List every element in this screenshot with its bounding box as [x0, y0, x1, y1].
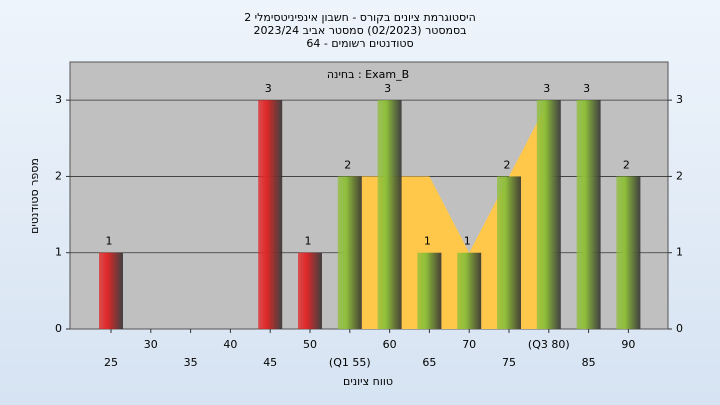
data-label: 3 [583, 82, 590, 95]
data-label: 3 [543, 82, 550, 95]
y-tick-label: 0 [676, 322, 683, 335]
data-label: 3 [384, 82, 391, 95]
x-axis-title: טווח ציונים [343, 375, 393, 388]
y-tick-label: 3 [55, 93, 62, 106]
data-label: 3 [265, 82, 272, 95]
x-tick-label: 25 [104, 356, 118, 369]
x-tick-label: 60 [383, 338, 397, 351]
x-tick-label: (Q1 55) [329, 356, 371, 369]
annotation: בחינה : Exam_B [327, 68, 409, 81]
y-tick-label: 3 [676, 93, 683, 106]
chart-title: היסטוגרמת ציונים בקורס - חשבון אינפיניטס… [244, 11, 476, 24]
x-tick-label: 30 [144, 338, 158, 351]
bar [99, 252, 123, 329]
data-label: 2 [344, 158, 351, 171]
x-tick-label: 70 [462, 338, 476, 351]
x-tick-label: 90 [621, 338, 635, 351]
bar [337, 176, 362, 329]
data-label: 2 [623, 158, 630, 171]
bar [457, 252, 482, 329]
y-tick-label: 2 [55, 169, 62, 182]
y-tick-label: 0 [55, 322, 62, 335]
data-label: 1 [106, 235, 113, 248]
bar [258, 100, 283, 330]
x-tick-label: 75 [502, 356, 516, 369]
chart-subtitle: בסמסטר (02/2023) סמסטר אביב 2023/24 [253, 24, 466, 37]
bar [497, 176, 521, 329]
bar [616, 176, 641, 329]
data-label: 2 [504, 158, 511, 171]
data-label: 1 [464, 235, 471, 248]
y-tick-label: 1 [55, 246, 62, 259]
y-axis-title: מספר סטודנטים [28, 158, 41, 234]
y-tick-label: 1 [676, 246, 683, 259]
x-tick-label: 40 [223, 338, 237, 351]
data-label: 1 [305, 235, 312, 248]
x-tick-label: 65 [422, 356, 436, 369]
data-label: 1 [424, 235, 431, 248]
chart-subtitle: סטודנטים רשומים - 64 [306, 37, 413, 50]
x-tick-label: (Q3 80) [528, 338, 570, 351]
x-tick-label: 45 [263, 356, 277, 369]
bar [298, 252, 322, 329]
x-tick-label: 85 [582, 356, 596, 369]
x-tick-label: 50 [303, 338, 317, 351]
bar [417, 252, 442, 329]
x-tick-label: 35 [184, 356, 198, 369]
bar [536, 100, 561, 330]
bar [576, 100, 601, 330]
bar [377, 100, 402, 330]
y-tick-label: 2 [676, 169, 683, 182]
